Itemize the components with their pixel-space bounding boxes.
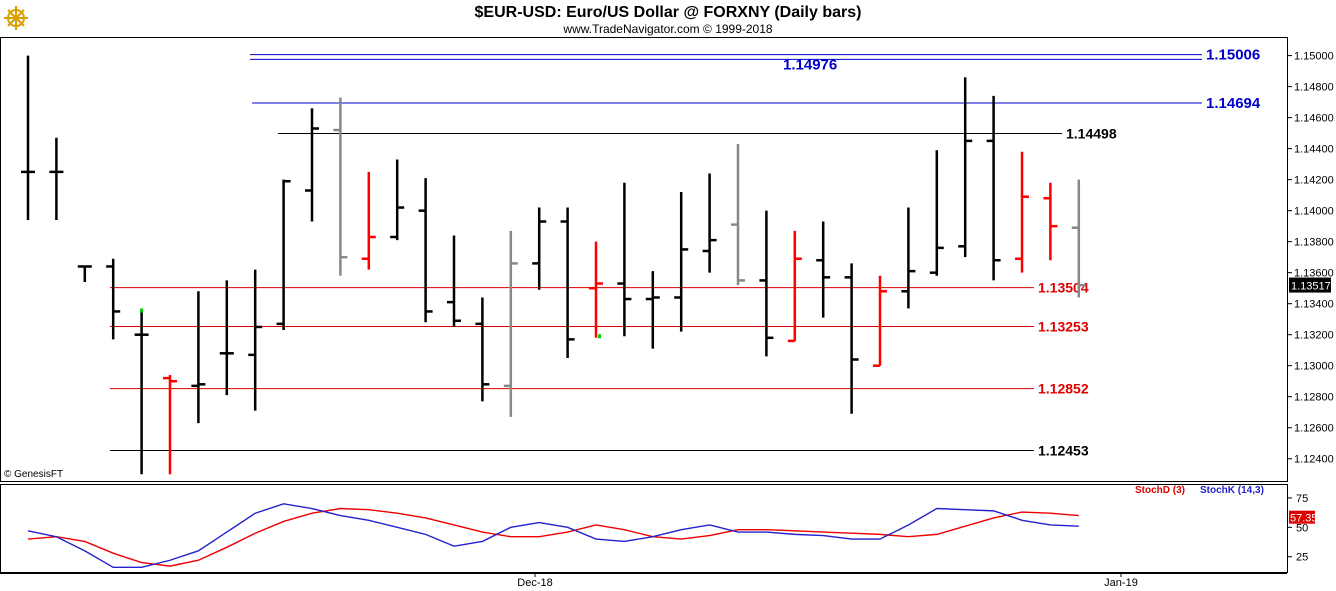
y-tick-label: 1.12600: [1294, 423, 1334, 435]
y-tick-label: 1.14800: [1294, 82, 1334, 94]
stochastic-axis: 75 50 25 57.35: [1287, 493, 1318, 564]
osc-tick-label: 75: [1296, 493, 1308, 505]
bars-layer: [21, 55, 1086, 475]
y-tick-label: 1.13600: [1294, 268, 1334, 280]
osc-tick-label: 50: [1296, 522, 1308, 534]
last-price-box: [1289, 277, 1331, 293]
level-label: 1.14694: [1206, 95, 1261, 112]
level-label: 1.15006: [1206, 47, 1260, 64]
x-axis: Dec-18 Jan-19: [517, 573, 1138, 589]
x-tick-label: Dec-18: [517, 577, 552, 589]
signal-marker: [598, 334, 601, 339]
stochastic-legend: StochD (3) StochK (14,3): [1135, 485, 1264, 496]
price-axis: 1.15000 1.14800 1.14600 1.14400 1.14200 1.140…: [1287, 51, 1334, 466]
y-tick-label: 1.12400: [1294, 454, 1334, 466]
logo: [4, 6, 28, 30]
y-tick-label: 1.12800: [1294, 392, 1334, 404]
y-tick-label: 1.14400: [1294, 144, 1334, 156]
y-tick-label: 1.14000: [1294, 206, 1334, 218]
levels-layer: 1.15006 1.14976 1.14694 1.14498 1.13504 1.132…: [110, 47, 1261, 459]
y-tick-label: 1.14200: [1294, 175, 1334, 187]
level-label: 1.13504: [1038, 280, 1089, 296]
chart-title: $EUR-USD: Euro/US Dollar @ FORXNY (Daily…: [475, 4, 862, 21]
osc-last-value-box: [1289, 510, 1315, 524]
y-tick-label: 1.13800: [1294, 237, 1334, 249]
ship-wheel-icon: [4, 6, 28, 30]
osc-last-value-label: 57.35: [1290, 513, 1318, 525]
legend-stochk: StochK (14,3): [1200, 485, 1264, 496]
stochastic-series-line: [27, 507, 1079, 567]
x-tick-label: Jan-19: [1104, 577, 1138, 589]
y-tick-label: 1.14600: [1294, 113, 1334, 125]
chart-subtitle: www.TradeNavigator.com © 1999-2018: [562, 22, 772, 36]
level-label: 1.13253: [1038, 318, 1089, 334]
level-label: 1.14498: [1066, 125, 1117, 141]
stochastic-series-line: [27, 503, 1079, 568]
y-tick-label: 1.13000: [1294, 361, 1334, 373]
y-tick-label: 1.15000: [1294, 51, 1334, 63]
level-label: 1.12453: [1038, 443, 1089, 459]
legend-stochd: StochD (3): [1135, 485, 1185, 496]
signal-marker: [140, 308, 144, 313]
level-label: 1.12852: [1038, 381, 1089, 397]
price-panel: [0, 37, 1288, 482]
y-tick-label: 1.13400: [1294, 299, 1334, 311]
copyright-label: © GenesisFT: [4, 469, 63, 480]
stochastic-panel: [0, 484, 1288, 573]
y-tick-label: 1.13200: [1294, 330, 1334, 342]
last-price-label: 1.13517: [1291, 281, 1331, 293]
osc-tick-label: 25: [1296, 552, 1308, 564]
level-label: 1.14976: [783, 56, 837, 73]
stochastic-layer: [27, 503, 1079, 568]
